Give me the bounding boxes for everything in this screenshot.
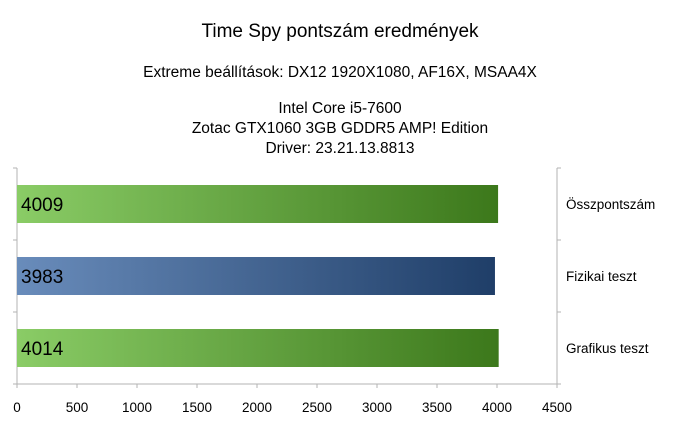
x-tick-label: 1500 [182,400,212,415]
x-tick-label: 0 [13,400,21,415]
x-tick-label: 500 [66,400,89,415]
data-label-3: 4014 [21,339,64,360]
category-label-2: Fizikai teszt [566,269,637,284]
chart-subtitle: Extreme beállítások: DX12 1920X1080, AF1… [143,64,537,81]
chart-title: Time Spy pontszám eredmények [201,21,479,42]
x-tick-label: 4500 [542,400,572,415]
data-label-2: 3983 [21,267,63,288]
bar-2 [17,257,495,295]
x-tick-label: 2000 [242,400,272,415]
category-label-1: Összpontszám [566,197,655,212]
x-tick-label: 4000 [482,400,512,415]
x-tick-label: 3500 [422,400,452,415]
caption-cpu: Intel Core i5-7600 [278,100,402,117]
data-label-1: 4009 [21,195,63,216]
x-tick-label: 3000 [362,400,392,415]
caption-driver: Driver: 23.21.13.8813 [265,140,415,157]
x-tick-label: 2500 [302,400,332,415]
caption-gpu: Zotac GTX1060 3GB GDDR5 AMP! Edition [191,120,489,137]
x-tick-label: 1000 [122,400,152,415]
bar-1 [17,185,499,223]
bar-3 [17,329,499,367]
category-label-3: Grafikus teszt [566,341,649,356]
